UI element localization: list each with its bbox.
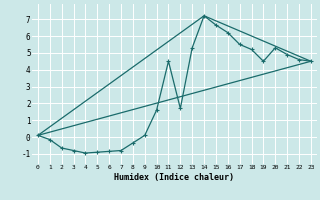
X-axis label: Humidex (Indice chaleur): Humidex (Indice chaleur) [115,173,234,182]
